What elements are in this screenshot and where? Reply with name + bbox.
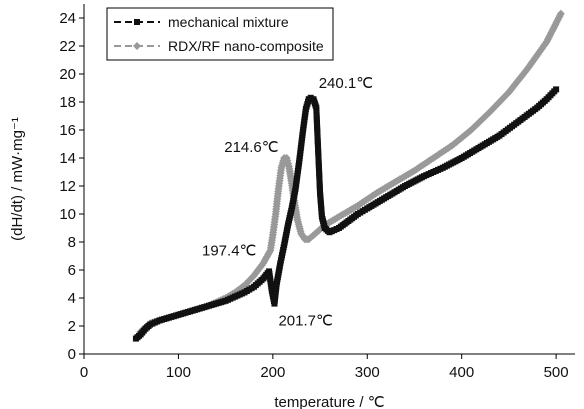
y-tick-label: 20: [59, 66, 76, 83]
y-tick-label: 2: [68, 318, 76, 335]
series-1: [136, 9, 565, 336]
x-tick-label: 100: [166, 364, 191, 381]
legend-swatch-marker: [134, 19, 140, 25]
data-point: [553, 86, 560, 93]
legend-swatch-marker: [133, 42, 141, 50]
y-axis-label: (dH/dt) / mW·mg⁻¹: [9, 117, 26, 241]
legend: mechanical mixture RDX/RF nano-composite: [106, 7, 334, 61]
x-axis-label: temperature / ℃: [274, 394, 384, 409]
y-tick-label: 8: [68, 234, 76, 251]
y-tick-label: 18: [59, 94, 76, 111]
annotation-label: 197.4℃: [202, 242, 256, 259]
x-ticks: 0 100 200 300 400 500: [80, 354, 569, 381]
y-tick-label: 12: [59, 178, 76, 195]
x-tick-label: 200: [260, 364, 285, 381]
legend-entry: mechanical mixture: [114, 14, 289, 30]
y-tick-label: 10: [59, 206, 76, 223]
x-tick-label: 500: [544, 364, 569, 381]
annotation-label: 201.7℃: [278, 313, 332, 330]
y-tick-label: 4: [68, 290, 76, 307]
legend-entry: RDX/RF nano-composite: [114, 38, 324, 54]
legend-entries: mechanical mixture RDX/RF nano-composite: [114, 14, 324, 54]
annotation-label: 214.6℃: [224, 139, 278, 156]
y-tick-label: 14: [59, 150, 76, 167]
series-line: [140, 13, 562, 333]
y-tick-label: 0: [68, 346, 76, 363]
x-tick-label: 300: [355, 364, 380, 381]
data-point: [556, 9, 565, 18]
x-tick-label: 400: [449, 364, 474, 381]
y-tick-label: 16: [59, 122, 76, 139]
x-tick-label: 0: [80, 364, 88, 381]
series-0: [132, 86, 560, 342]
legend-label: mechanical mixture: [168, 14, 289, 30]
annotation-label: 240.1℃: [319, 75, 373, 92]
y-tick-label: 6: [68, 262, 76, 279]
legend-box: [106, 7, 334, 61]
y-tick-label: 22: [59, 38, 76, 55]
legend-label: RDX/RF nano-composite: [168, 38, 324, 54]
y-tick-label: 24: [59, 10, 76, 27]
series-layer: [132, 9, 565, 342]
annotations: 240.1℃ 214.6℃ 197.4℃ 201.7℃: [202, 75, 373, 330]
